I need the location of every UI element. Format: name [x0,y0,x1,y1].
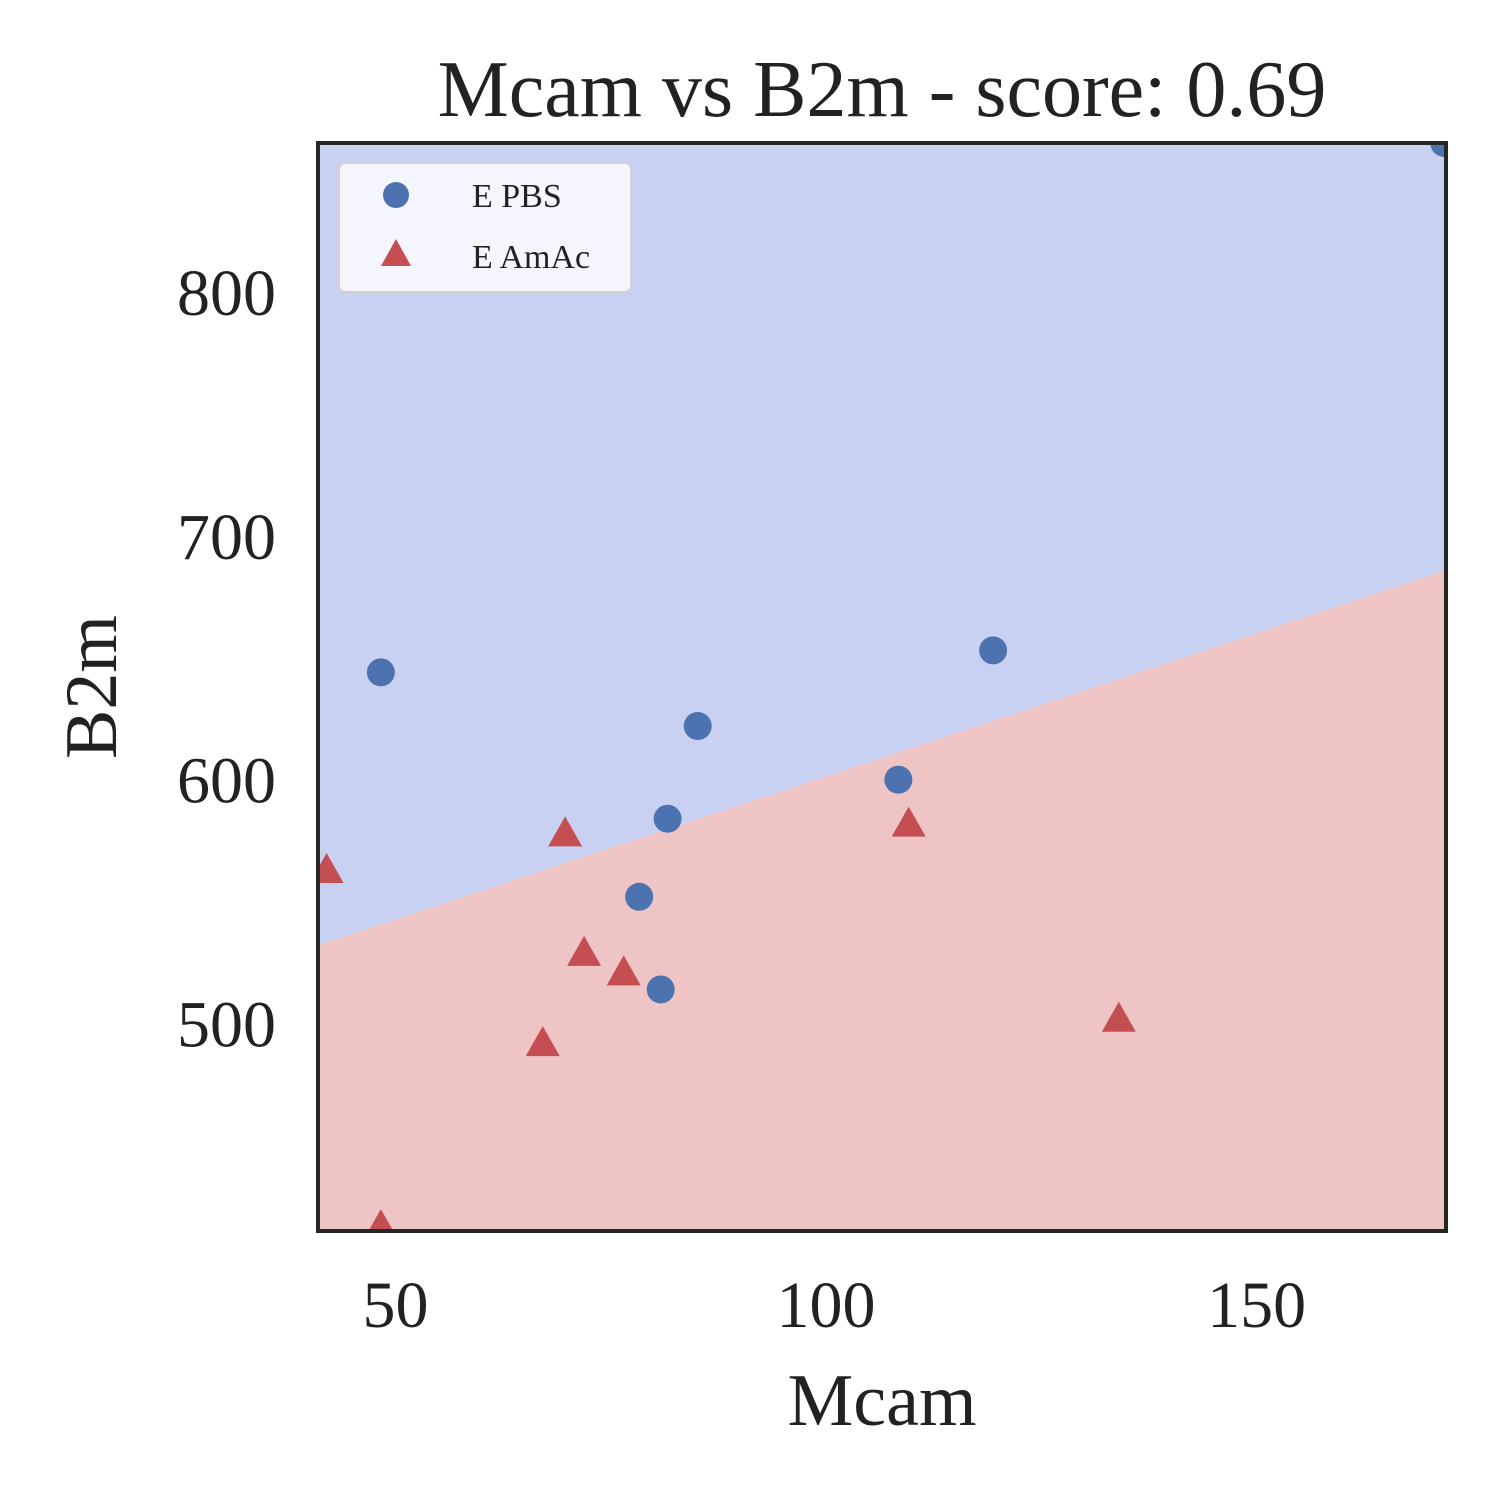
chart-title: Mcam vs B2m - score: 0.69 [438,46,1327,134]
amac-point [548,816,583,847]
legend-label-pbs: E PBS [472,178,562,215]
pbs-point [884,765,913,794]
y-tick-label: 500 [177,989,276,1062]
pbs-point [366,658,395,687]
y-tick-label: 700 [177,501,276,574]
amac-point [606,955,641,986]
amac-point [1101,1001,1136,1032]
decision-region-pbs [318,143,1446,946]
y-axis-label: B2m [51,615,133,759]
legend-box [338,162,632,293]
x-tick-label: 50 [362,1269,428,1342]
amac-point [567,935,602,966]
y-tick-label: 800 [177,257,276,330]
amac-point [891,806,926,837]
pbs-point [979,636,1008,665]
pbs-point [683,712,712,741]
plot-frame [316,141,1448,1233]
y-tick-label: 600 [177,745,276,818]
pbs-point [625,882,654,911]
x-tick-labels: 50 100 150 [362,1269,1306,1342]
pbs-point [646,975,675,1004]
x-tick-label: 100 [777,1269,876,1342]
x-tick-label: 150 [1207,1269,1306,1342]
plot-area [318,143,1446,1231]
amac-point [368,1209,394,1231]
legend-marker-pbs [383,182,409,208]
amac-point [525,1026,560,1057]
decision-region-amac [318,569,1446,1231]
legend-marker-amac [381,239,411,266]
amac-point [318,852,344,883]
legend-label-amac: E AmAc [472,239,590,276]
pbs-point [653,804,682,833]
y-tick-labels: 500 600 700 800 [177,257,276,1062]
legend: E PBS E AmAc [338,162,632,293]
data-points [318,143,1446,1231]
pbs-point [1430,143,1446,157]
x-axis-label: Mcam [787,1360,976,1442]
